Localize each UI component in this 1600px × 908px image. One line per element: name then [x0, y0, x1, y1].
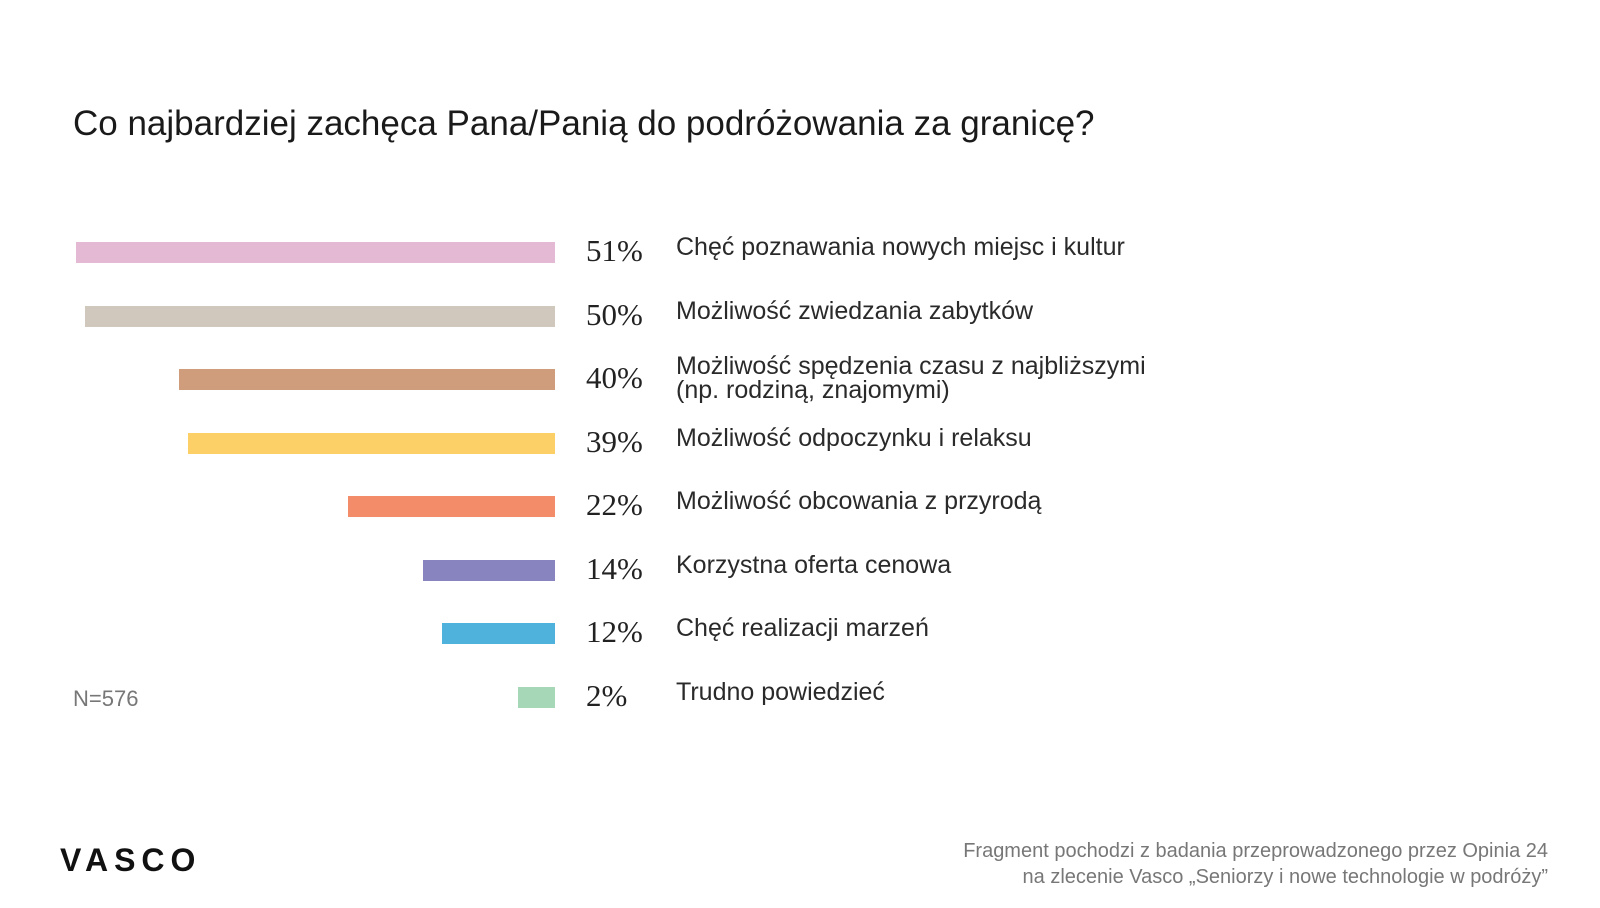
bar-row: 50% Możliwość zwiedzania zabytków — [0, 286, 1300, 346]
category-label-line: Możliwość zwiedzania zabytków — [676, 296, 1034, 325]
value-label: 40% — [586, 360, 643, 395]
value-label: 50% — [586, 296, 643, 332]
chart-title: Co najbardziej zachęca Pana/Panią do pod… — [73, 104, 1095, 143]
category-label-line: Chęć poznawania nowych miejsc i kultur — [676, 233, 1125, 261]
sample-size: N=576 — [73, 686, 139, 711]
value-label: 14% — [586, 550, 643, 586]
bar — [423, 559, 555, 581]
category-label: Chęć poznawania nowych miejsc i kultur — [676, 235, 1125, 260]
value-label: 12% — [586, 614, 643, 649]
category-label-line: Możliwość obcowania z przyrodą — [676, 487, 1042, 515]
bar-row: 14% Korzystna oferta cenowa — [0, 540, 1300, 600]
value-label: 39% — [586, 423, 643, 459]
category-label-line: Chęć realizacji marzeń — [676, 614, 929, 642]
category-label-line: Możliwość spędzenia czasu z najbliższymi — [676, 352, 1146, 380]
value-label: 2% — [586, 677, 628, 713]
vasco-logo: VASCO — [60, 842, 202, 878]
value-label: 22% — [586, 487, 643, 522]
bar-row: 39% Możliwość odpoczynku i relaksu — [0, 413, 1300, 473]
category-label: Możliwość obcowania z przyrodą — [676, 489, 1041, 514]
bar — [75, 242, 555, 263]
bar — [442, 623, 555, 644]
category-label-line: Korzystna oferta cenowa — [676, 550, 952, 579]
category-label: Chęć realizacji marzeń — [676, 616, 929, 641]
category-label: Trudno powiedzieć — [676, 677, 885, 706]
bar-row: 2% Trudno powiedzieć — [0, 667, 1300, 727]
source-footnote: Fragment pochodzi z badania przeprowadzo… — [963, 838, 1548, 890]
category-label-line: (np. rodziną, znajomymi) — [676, 376, 950, 404]
category-label: Możliwość odpoczynku i relaksu — [676, 423, 1032, 452]
bar — [518, 686, 555, 708]
category-label: Możliwość spędzenia czasu z najbliższymi… — [676, 352, 1146, 404]
bar — [348, 496, 555, 517]
value-label: 51% — [586, 233, 643, 268]
category-label-line: Trudno powiedzieć — [676, 677, 885, 706]
bar-row: 22% Możliwość obcowania z przyrodą — [0, 476, 1300, 536]
bar-row: 12% Chęć realizacji marzeń — [0, 603, 1300, 663]
category-label: Korzystna oferta cenowa — [676, 550, 952, 579]
bar-row: 40% Możliwość spędzenia czasu z najbliższ… — [0, 349, 1300, 409]
footnote-line-2: na zlecenie Vasco „Seniorzy i nowe techn… — [1022, 866, 1548, 888]
bar-row: 51% Chęć poznawania nowych miejsc i kultu… — [0, 222, 1300, 282]
category-label: Możliwość zwiedzania zabytków — [676, 296, 1034, 325]
bar — [188, 432, 555, 454]
bar — [179, 369, 555, 390]
category-label-line: Możliwość odpoczynku i relaksu — [676, 423, 1032, 452]
footnote-line-1: Fragment pochodzi z badania przeprowadzo… — [963, 840, 1548, 862]
bar — [85, 305, 555, 327]
